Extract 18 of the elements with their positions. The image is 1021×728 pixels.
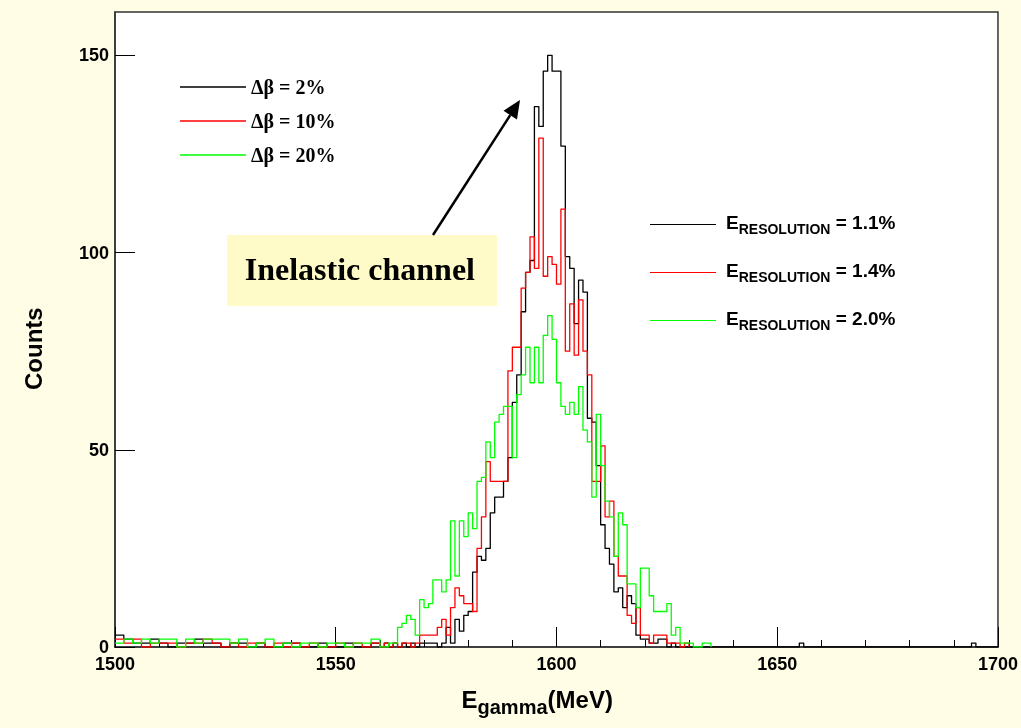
annotation: E$_{RESOLUTION}$ = 2.0%	[726, 308, 896, 333]
legend-label: Δβ = 20%	[251, 144, 336, 167]
annotation: Inelastic channel	[226, 235, 497, 306]
y-tick-label: 0	[98, 637, 109, 657]
y-tick-label: 100	[78, 242, 109, 263]
legend-label: Δβ = 2%	[251, 76, 326, 99]
x-axis-title: E$_{gamma}$(MeV)	[461, 686, 613, 719]
x-tick-label: 1650	[757, 654, 798, 674]
legend-label: Δβ = 10%	[251, 110, 336, 133]
x-tick-label: 1500	[94, 654, 136, 674]
x-tick-label: 1700	[977, 654, 1018, 674]
x-tick-label: 1600	[536, 654, 577, 674]
y-tick-label: 150	[78, 45, 109, 66]
x-tick-label: 1550	[315, 654, 356, 674]
annotation: E$_{RESOLUTION}$ = 1.4%	[726, 260, 896, 285]
y-axis-title: Counts	[20, 307, 48, 390]
annotation: E$_{RESOLUTION}$ = 1.1%	[726, 212, 896, 237]
y-tick-label: 50	[88, 439, 109, 460]
